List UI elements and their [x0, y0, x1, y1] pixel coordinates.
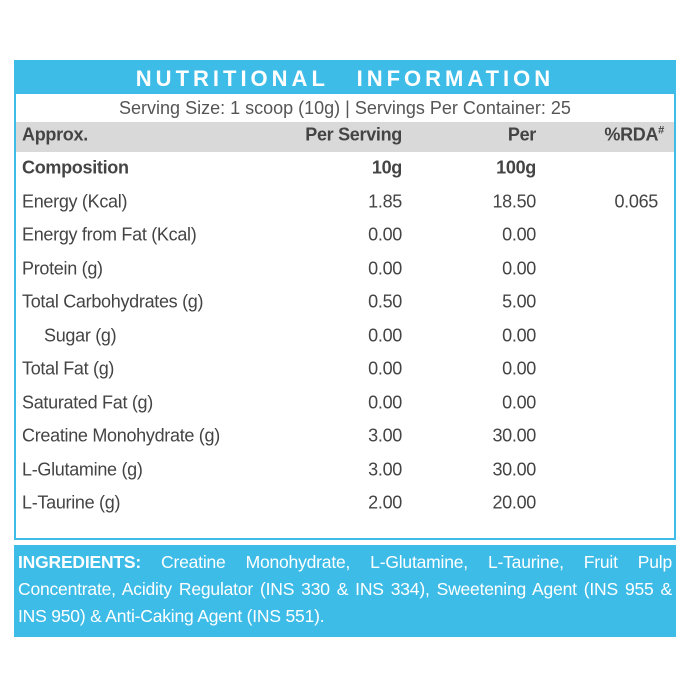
row-value: 100g: [496, 157, 536, 178]
column-header: Approx.: [22, 124, 88, 145]
serving-info: Serving Size: 1 scoop (10g) | Servings P…: [119, 98, 571, 118]
row-value: 0.00: [502, 258, 536, 278]
row-value: 0.065: [614, 191, 658, 211]
row-value: 18.50: [492, 191, 536, 211]
row-label: Energy from Fat (Kcal): [22, 224, 197, 245]
row-label: Total Fat (g): [22, 358, 115, 379]
row-value: 0.00: [502, 392, 536, 412]
ingredients-label: INGREDIENTS:: [18, 552, 142, 572]
row-label: Energy (Kcal): [22, 191, 128, 211]
row-value: 0.50: [368, 291, 402, 312]
row-value: 0.00: [368, 325, 402, 345]
row-label: Composition: [22, 157, 129, 178]
row-value: 0.00: [368, 258, 402, 278]
ingredients-text: Creatine Monohydrate, L-Glutamine, L-Tau…: [18, 552, 672, 626]
row-value: 0.00: [368, 224, 402, 245]
row-value: 30.00: [492, 425, 536, 446]
row-value: 0.00: [502, 325, 536, 345]
row-label: Sugar (g): [44, 325, 117, 345]
column-header-text: %RDA: [604, 124, 659, 145]
row-label: L-Taurine (g): [22, 492, 121, 513]
row-value: 0.00: [502, 358, 536, 379]
row-value: 20.00: [492, 492, 536, 513]
row-label: Creatine Monohydrate (g): [22, 425, 220, 446]
row-value: 1.85: [368, 191, 402, 211]
column-header: Per: [507, 124, 536, 145]
row-value: 5.00: [502, 291, 536, 312]
nutrition-panel: NUTRITIONAL INFORMATION Serving Size: 1 …: [14, 60, 676, 540]
ingredients-box: INGREDIENTS: Creatine Monohydrate, L-Glu…: [14, 545, 676, 637]
row-value: 0.00: [368, 358, 402, 379]
header-row: [16, 122, 674, 152]
row-value: 30.00: [492, 459, 536, 479]
row-value: 2.00: [368, 492, 402, 513]
row-label: Protein (g): [22, 258, 103, 278]
panel-title: NUTRITIONAL INFORMATION: [16, 62, 674, 94]
rda-mark: #: [658, 124, 664, 137]
row-value: 3.00: [368, 459, 402, 479]
row-label: L-Glutamine (g): [22, 459, 143, 479]
row-value: 10g: [371, 157, 402, 178]
row-label: Total Carbohydrates (g): [22, 291, 204, 312]
row-value: 3.00: [368, 425, 402, 446]
column-header: Per Serving: [305, 124, 402, 145]
row-value: 0.00: [502, 224, 536, 245]
row-value: 0.00: [368, 392, 402, 412]
row-label: Saturated Fat (g): [22, 392, 153, 412]
column-header: %RDA#: [604, 125, 664, 146]
